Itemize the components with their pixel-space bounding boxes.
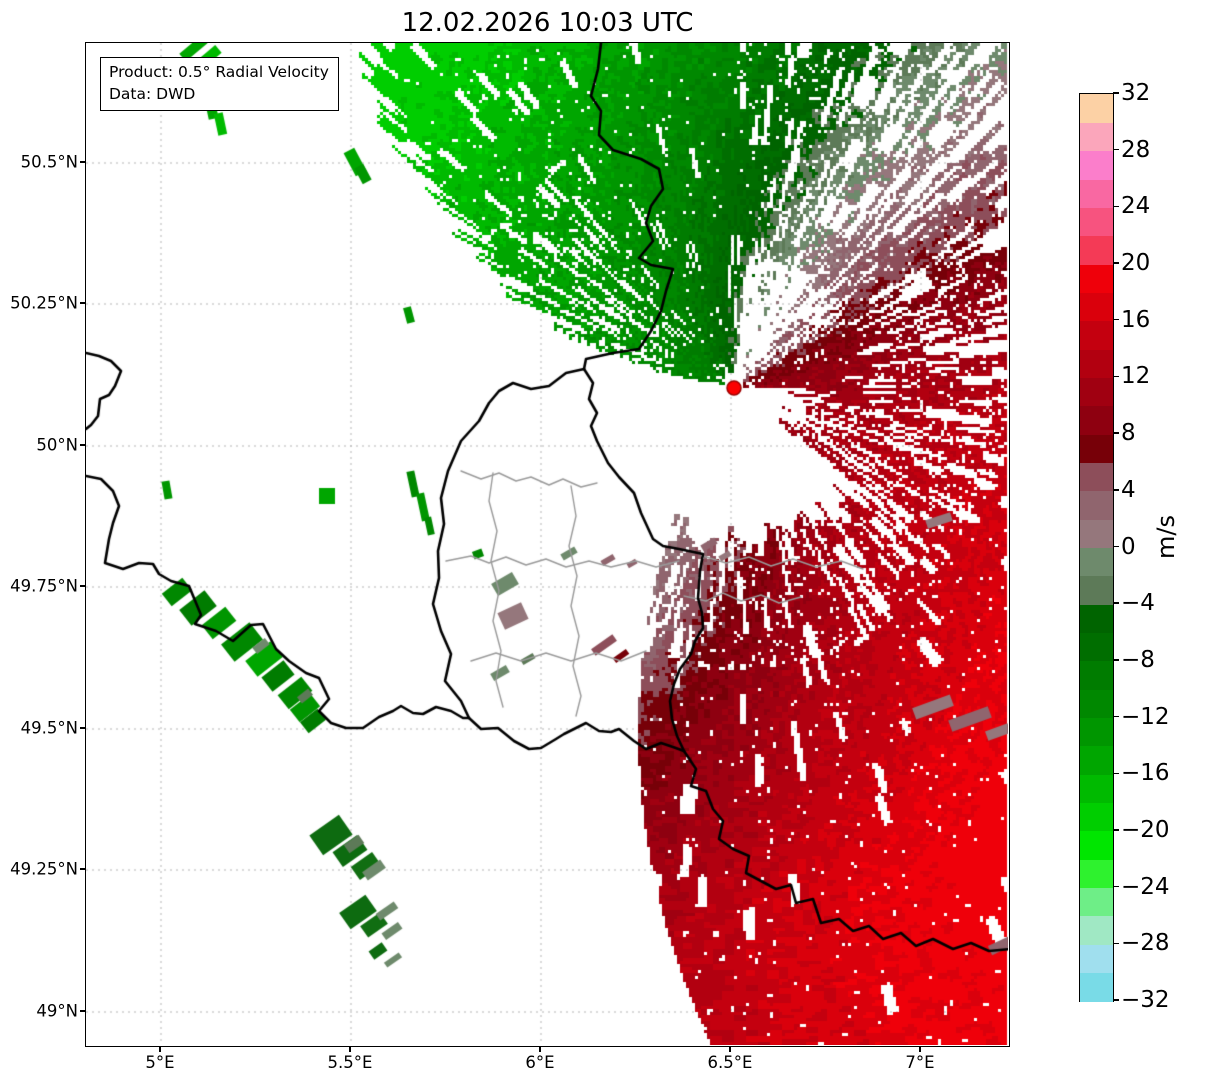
colorbar-band xyxy=(1080,660,1113,690)
colorbar-tick-label: 20 xyxy=(1121,250,1151,277)
colorbar-band xyxy=(1080,887,1113,917)
colorbar-tick-mark xyxy=(1113,885,1119,888)
colorbar-tick-label: 4 xyxy=(1121,476,1136,503)
colorbar-tick-mark xyxy=(1113,319,1119,321)
x-tick-mark xyxy=(159,1047,161,1052)
colorbar-band xyxy=(1080,264,1113,293)
radar-map-canvas xyxy=(86,43,1008,1045)
colorbar-band xyxy=(1080,405,1113,435)
colorbar-tick-mark xyxy=(1113,545,1119,548)
x-tick-label: 5°E xyxy=(145,1053,175,1072)
colorbar-tick-label: 32 xyxy=(1121,80,1151,106)
colorbar-band xyxy=(1080,207,1113,237)
product-info-box: Product: 0.5° Radial Velocity Data: DWD xyxy=(100,57,339,111)
colorbar-tick-mark xyxy=(1113,829,1119,831)
colorbar-tick-label: 8 xyxy=(1121,420,1136,447)
colorbar-tick-mark xyxy=(1113,375,1119,378)
colorbar-tick-label: 12 xyxy=(1121,363,1151,390)
x-tick-mark xyxy=(349,1047,351,1052)
x-tick-label: 5.5°E xyxy=(327,1053,373,1072)
colorbar-tick-mark xyxy=(1113,772,1119,774)
colorbar-band xyxy=(1080,547,1113,577)
product-label: Product: 0.5° Radial Velocity xyxy=(109,63,329,81)
colorbar-band xyxy=(1080,292,1113,322)
colorbar-band xyxy=(1080,122,1113,152)
y-tick-mark xyxy=(80,302,85,304)
colorbar-tick-mark xyxy=(1113,942,1119,944)
colorbar-tick-label: −24 xyxy=(1121,873,1170,900)
colorbar-band xyxy=(1080,717,1113,747)
y-tick-label: 49.25°N xyxy=(10,859,78,879)
colorbar-tick-mark xyxy=(1113,489,1119,491)
y-tick-label: 49.5°N xyxy=(20,718,78,738)
colorbar-tick-label: −4 xyxy=(1121,590,1155,617)
y-tick-label: 50°N xyxy=(36,435,78,455)
colorbar-tick-label: −28 xyxy=(1121,930,1170,957)
colorbar-band xyxy=(1080,745,1113,775)
colorbar-band xyxy=(1080,235,1113,265)
colorbar-band xyxy=(1080,179,1113,208)
y-tick-mark xyxy=(80,868,85,870)
x-tick-mark xyxy=(539,1047,541,1052)
colorbar-band xyxy=(1080,774,1113,804)
colorbar-band xyxy=(1080,830,1113,860)
y-tick-mark xyxy=(80,444,85,446)
colorbar-band xyxy=(1080,94,1113,123)
x-tick-mark xyxy=(919,1047,921,1052)
y-tick-label: 49°N xyxy=(36,1001,78,1021)
x-tick-label: 6.5°E xyxy=(707,1053,753,1072)
colorbar-tick-label: −8 xyxy=(1121,646,1155,673)
colorbar-band xyxy=(1080,462,1113,492)
colorbar-band xyxy=(1080,349,1113,378)
colorbar-band xyxy=(1080,944,1113,974)
colorbar-tick-mark xyxy=(1113,999,1119,1001)
y-tick-mark xyxy=(80,727,85,729)
colorbar-tick-label: −16 xyxy=(1121,760,1170,787)
colorbar-tick-mark xyxy=(1113,92,1119,94)
colorbar-tick-mark xyxy=(1113,715,1119,718)
map-plot-area xyxy=(85,42,1010,1047)
colorbar-tick-label: −20 xyxy=(1121,816,1170,843)
colorbar-band xyxy=(1080,859,1113,889)
y-tick-label: 49.75°N xyxy=(10,576,78,596)
colorbar-band xyxy=(1080,802,1113,832)
y-tick-label: 50.5°N xyxy=(20,152,78,172)
colorbar-band xyxy=(1080,632,1113,662)
colorbar-tick-label: 16 xyxy=(1121,306,1151,333)
colorbar-tick-mark xyxy=(1113,432,1119,434)
velocity-colorbar xyxy=(1079,93,1114,1002)
colorbar-tick-mark xyxy=(1113,262,1119,264)
colorbar-tick-label: 0 xyxy=(1121,533,1136,560)
colorbar-unit-label: m/s xyxy=(1152,515,1180,559)
colorbar-band xyxy=(1080,377,1113,407)
y-tick-mark xyxy=(80,161,85,163)
colorbar-band xyxy=(1080,604,1113,634)
colorbar-band xyxy=(1080,575,1113,605)
colorbar-tick-label: 28 xyxy=(1121,136,1151,163)
colorbar-band xyxy=(1080,490,1113,520)
colorbar-band xyxy=(1080,150,1113,180)
plot-title: 12.02.2026 10:03 UTC xyxy=(401,8,694,38)
y-tick-label: 50.25°N xyxy=(10,293,78,313)
x-tick-label: 6°E xyxy=(525,1053,555,1072)
data-source-label: Data: DWD xyxy=(109,85,196,103)
x-tick-mark xyxy=(729,1047,731,1052)
x-tick-label: 7°E xyxy=(905,1053,935,1072)
colorbar-band xyxy=(1080,320,1113,350)
colorbar-band xyxy=(1080,519,1113,548)
colorbar-band xyxy=(1080,689,1113,719)
colorbar-tick-label: 24 xyxy=(1121,193,1151,220)
y-tick-mark xyxy=(80,585,85,587)
colorbar-tick-label: −12 xyxy=(1121,703,1170,730)
colorbar-tick-mark xyxy=(1113,148,1119,151)
colorbar-tick-mark xyxy=(1113,205,1119,208)
colorbar-band xyxy=(1080,915,1113,945)
colorbar-band xyxy=(1080,434,1113,463)
y-tick-mark xyxy=(80,1010,85,1012)
colorbar-band xyxy=(1080,972,1113,1002)
colorbar-tick-mark xyxy=(1113,659,1119,661)
colorbar-tick-mark xyxy=(1113,602,1119,604)
colorbar-tick-label: −32 xyxy=(1121,987,1170,1013)
